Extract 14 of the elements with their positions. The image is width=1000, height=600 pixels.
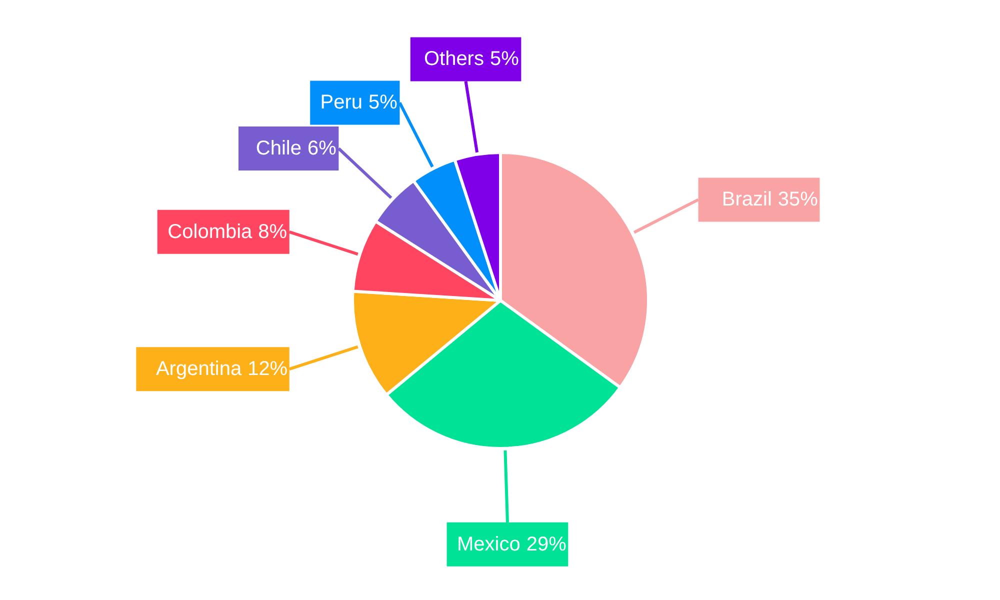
slice-label: Mexico bbox=[457, 533, 520, 556]
data-label: 6% bbox=[307, 138, 337, 160]
slice-label: Chile bbox=[256, 138, 302, 160]
data-label: 29% bbox=[526, 533, 567, 556]
data-label: 8% bbox=[258, 220, 288, 243]
data-label: 5% bbox=[490, 48, 520, 70]
data-label: 35% bbox=[778, 188, 818, 211]
data-label: 12% bbox=[248, 358, 288, 380]
slice-label: Others bbox=[424, 48, 484, 70]
slice-label: Argentina bbox=[156, 358, 242, 380]
data-label: 5% bbox=[368, 92, 398, 114]
slice-label: Peru bbox=[320, 92, 363, 114]
slice-label: Colombia bbox=[168, 220, 254, 243]
slice-label: Brazil bbox=[722, 188, 772, 211]
